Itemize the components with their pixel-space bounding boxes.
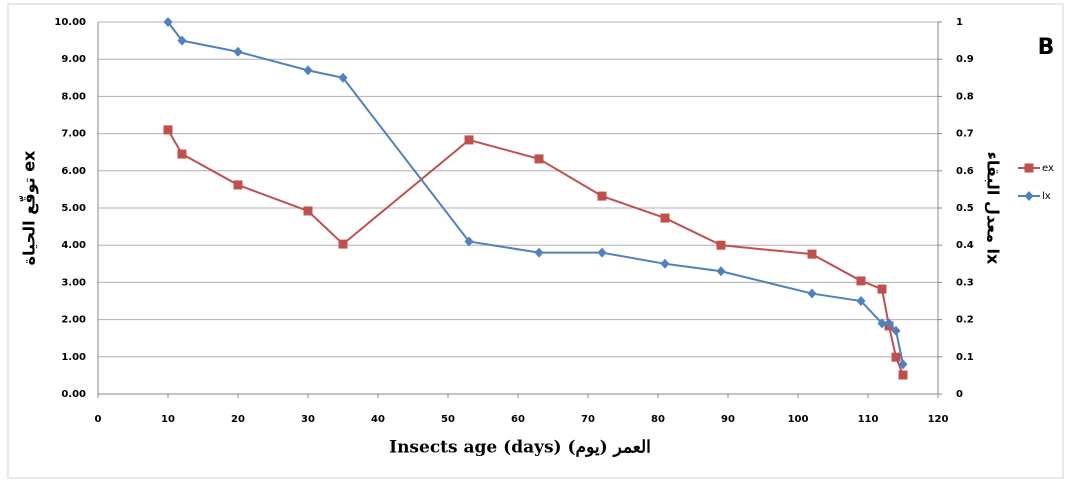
marker <box>856 276 866 286</box>
marker <box>856 296 866 306</box>
y-tick-label: 8.00 <box>61 91 86 102</box>
marker <box>807 288 817 299</box>
x-tick-label: 110 <box>858 414 879 425</box>
x-tick-label: 80 <box>651 414 665 425</box>
marker <box>177 35 187 46</box>
y-tick-label: 6.00 <box>61 166 86 177</box>
marker <box>877 284 887 294</box>
marker <box>660 213 670 223</box>
y2-tick-label: 0 <box>956 389 963 400</box>
y-tick-label: 3.00 <box>61 277 86 288</box>
y2-axis-title: معدل البقاء lx <box>984 152 1003 265</box>
series-line <box>167 129 904 376</box>
x-tick-label: 60 <box>511 414 525 425</box>
marker <box>597 191 607 201</box>
legend-label: lx <box>1042 191 1051 202</box>
marker <box>338 239 348 249</box>
marker <box>303 65 313 76</box>
chart-frame <box>7 3 1064 479</box>
y2-tick-label: 1 <box>956 17 963 28</box>
y-tick-label: 0.00 <box>61 389 86 400</box>
x-tick-label: 10 <box>161 414 175 425</box>
y2-tick-label: 0.5 <box>956 203 974 214</box>
marker <box>877 318 887 329</box>
marker <box>891 352 901 362</box>
marker <box>534 247 544 258</box>
marker <box>177 149 187 159</box>
x-axis-title: Insects age (days) العمر (يوم) <box>389 438 651 458</box>
y-axis-title: توقّع الحياة ex <box>18 150 38 265</box>
y-tick-label: 5.00 <box>61 203 86 214</box>
marker <box>597 247 607 258</box>
marker <box>233 180 243 190</box>
y2-tick-label: 0.1 <box>956 352 974 363</box>
x-tick-label: 40 <box>371 414 385 425</box>
y-tick-label: 7.00 <box>61 129 86 140</box>
marker <box>303 206 313 216</box>
marker <box>233 46 243 57</box>
marker <box>716 240 726 250</box>
marker <box>163 17 173 27</box>
y2-tick-label: 0.8 <box>956 91 974 102</box>
y-tick-label: 4.00 <box>61 240 86 251</box>
y2-tick-label: 0.6 <box>956 166 974 177</box>
x-tick-label: 0 <box>95 414 102 425</box>
legend-marker <box>1024 191 1034 201</box>
marker <box>898 370 908 380</box>
x-tick-label: 100 <box>788 414 809 425</box>
panel-label: B <box>1038 35 1055 60</box>
x-tick-label: 30 <box>301 414 315 425</box>
x-tick-label: 50 <box>441 414 455 425</box>
y2-tick-label: 0.7 <box>956 129 974 140</box>
y2-tick-label: 0.2 <box>956 315 974 326</box>
x-tick-label: 70 <box>581 414 595 425</box>
legend-label: ex <box>1042 163 1054 174</box>
marker <box>891 325 901 336</box>
legend-marker <box>1024 163 1034 173</box>
y-tick-label: 10.00 <box>54 17 86 28</box>
y2-tick-label: 0.3 <box>956 277 974 288</box>
x-tick-label: 90 <box>721 414 735 425</box>
marker <box>716 266 726 277</box>
y-tick-label: 2.00 <box>61 315 86 326</box>
marker <box>464 236 474 247</box>
marker <box>898 359 908 370</box>
marker <box>163 125 173 135</box>
marker <box>660 258 670 269</box>
y-tick-label: 9.00 <box>61 54 86 65</box>
marker <box>807 249 817 259</box>
x-tick-label: 20 <box>231 414 245 425</box>
marker <box>534 154 544 164</box>
y2-tick-label: 0.4 <box>956 240 974 251</box>
y-tick-label: 1.00 <box>61 352 86 363</box>
marker <box>338 72 348 83</box>
y2-tick-label: 0.9 <box>956 54 974 65</box>
marker <box>464 135 474 145</box>
x-tick-label: 120 <box>928 414 949 425</box>
marker <box>884 318 894 329</box>
